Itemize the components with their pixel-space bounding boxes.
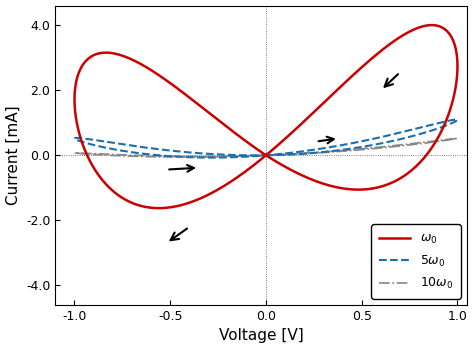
X-axis label: Voltage [V]: Voltage [V] (219, 328, 303, 343)
Legend: $\omega_0$, $5\omega_0$, $10\omega_0$: $\omega_0$, $5\omega_0$, $10\omega_0$ (371, 224, 461, 299)
Y-axis label: Current [mA]: Current [mA] (6, 105, 20, 205)
